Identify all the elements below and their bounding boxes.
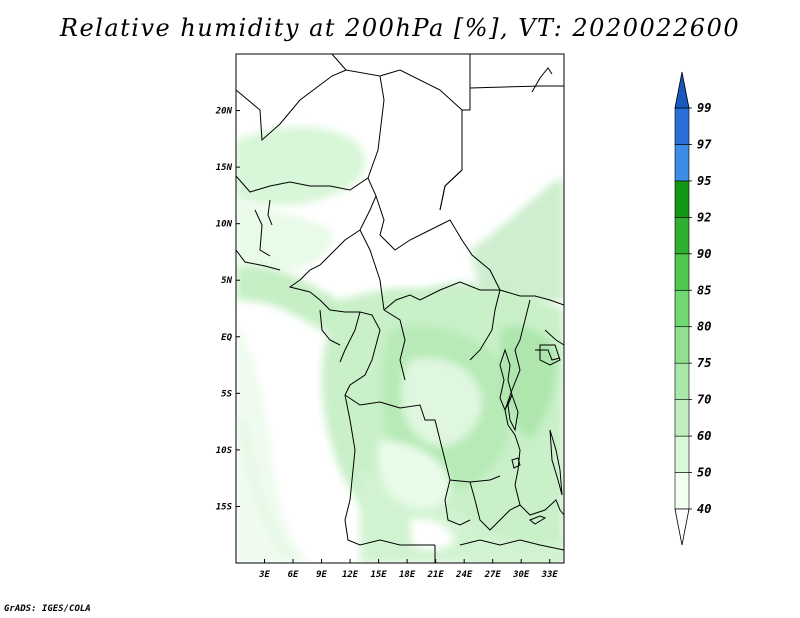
country-borders — [236, 54, 564, 563]
y-tick-label: 10S — [216, 446, 233, 456]
grads-credit: GrADS: IGES/COLA — [4, 604, 91, 614]
colorbar-segment — [674, 435, 690, 473]
colorbar-label: 95 — [697, 174, 711, 188]
colorbar-segment — [674, 180, 690, 218]
x-tick-label: 30E — [512, 570, 530, 580]
colorbar-segment — [674, 362, 690, 400]
colorbar-upper-cap — [674, 71, 690, 109]
humidity-field — [236, 54, 564, 563]
colorbar-segment — [674, 399, 690, 437]
x-tick-label: 15E — [370, 570, 387, 580]
colorbar-segment — [674, 472, 690, 510]
colorbar-segment — [674, 253, 690, 291]
x-tick-label: 21E — [427, 570, 445, 580]
colorbar-label: 70 — [697, 393, 711, 407]
x-tick-label: 6E — [288, 570, 299, 580]
colorbar-label: 50 — [697, 466, 711, 480]
colorbar-label: 60 — [697, 429, 711, 443]
x-tick-label: 12E — [342, 570, 359, 580]
y-tick-label: 15N — [216, 163, 233, 173]
latitude-axis: 20N 15N 10N 5N EQ 5S 10S 15S — [215, 107, 240, 512]
x-tick-label: 18E — [399, 570, 416, 580]
colorbar-segment — [674, 326, 690, 364]
map-frame — [235, 53, 565, 564]
colorbar-lower-cap — [674, 508, 690, 546]
colorbar-label: 92 — [697, 210, 711, 224]
y-tick-label: 15S — [216, 502, 233, 512]
colorbar-label: 99 — [697, 101, 711, 115]
colorbar-segment — [674, 217, 690, 255]
colorbar-segment — [674, 144, 690, 182]
colorbar-label: 75 — [697, 356, 711, 370]
y-tick-label: 5S — [221, 389, 232, 399]
y-tick-label: 5N — [221, 276, 232, 286]
colorbar-segment — [674, 107, 690, 145]
x-tick-label: 3E — [258, 570, 270, 580]
y-tick-label: EQ — [221, 333, 232, 343]
map-title: Relative humidity at 200hPa [%], VT: 202… — [59, 14, 741, 42]
colorbar-label: 85 — [697, 283, 711, 297]
colorbar: 40 50 60 70 75 80 85 90 92 95 97 99 — [674, 71, 712, 546]
y-tick-label: 10N — [216, 220, 233, 230]
colorbar-label: 40 — [697, 502, 711, 516]
colorbar-label: 90 — [697, 247, 711, 261]
longitude-axis: 3E 6E 9E 12E 15E 18E 21E 24E 27E 30E 33E — [258, 559, 558, 580]
colorbar-label: 80 — [697, 320, 711, 334]
x-tick-label: 9E — [316, 570, 327, 580]
y-tick-label: 20N — [215, 107, 233, 117]
colorbar-label: 97 — [697, 137, 712, 151]
x-tick-label: 24E — [455, 570, 473, 580]
x-tick-label: 27E — [484, 570, 502, 580]
colorbar-segment — [674, 289, 690, 328]
x-tick-label: 33E — [541, 570, 559, 580]
